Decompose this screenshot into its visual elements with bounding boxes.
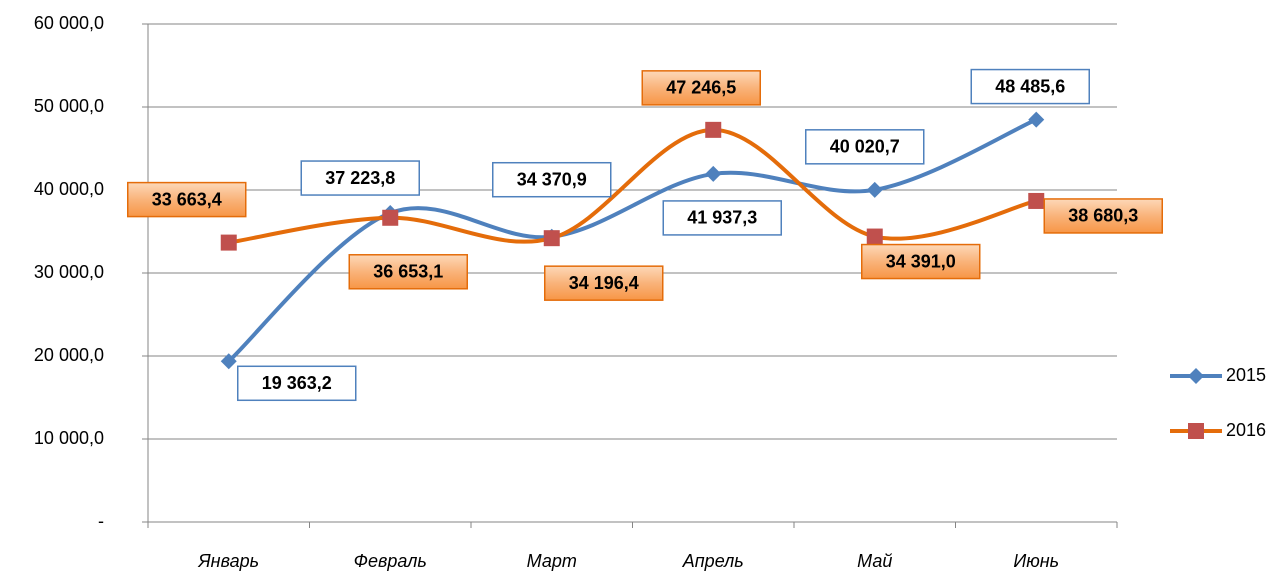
- marker: [1188, 423, 1204, 439]
- data-label: 48 485,6: [995, 76, 1065, 96]
- data-label-box: [662, 200, 782, 236]
- marker: [220, 353, 237, 370]
- data-label: 40 020,7: [830, 137, 900, 157]
- y-tick-label: -: [98, 511, 104, 531]
- y-tick-label: 30 000,0: [34, 262, 104, 282]
- data-label-box: [861, 243, 981, 280]
- data-label: 34 196,4: [569, 273, 639, 293]
- data-label: 19 363,2: [262, 373, 332, 393]
- marker: [866, 181, 883, 198]
- x-tick-label: Февраль: [354, 551, 427, 571]
- y-tick-label: 50 000,0: [34, 96, 104, 116]
- y-tick-label: 10 000,0: [34, 428, 104, 448]
- x-tick-label: Январь: [197, 551, 259, 571]
- data-label: 38 680,3: [1068, 206, 1138, 226]
- data-label-box: [237, 365, 357, 402]
- x-tick-label: Июнь: [1013, 551, 1059, 571]
- marker: [1028, 111, 1045, 128]
- x-tick-label: Май: [857, 551, 892, 571]
- data-label-box: [970, 68, 1090, 105]
- series-line: [227, 117, 1038, 363]
- legend-label: 2016: [1226, 420, 1266, 440]
- data-label: 34 370,9: [517, 169, 587, 189]
- marker: [543, 230, 560, 247]
- marker: [1028, 192, 1045, 209]
- data-label-box: [492, 161, 612, 198]
- x-tick-label: Март: [527, 551, 577, 571]
- data-label-box: [805, 129, 925, 165]
- data-label: 34 391,0: [886, 251, 956, 271]
- marker: [705, 121, 722, 138]
- data-label-box: [127, 181, 247, 218]
- marker: [382, 209, 399, 226]
- marker: [220, 234, 237, 251]
- data-label: 41 937,3: [687, 208, 757, 228]
- y-tick-label: 20 000,0: [34, 345, 104, 365]
- marker: [866, 228, 883, 245]
- marker: [705, 165, 722, 182]
- y-tick-label: 40 000,0: [34, 179, 104, 199]
- y-tick-label: 60 000,0: [34, 13, 104, 33]
- data-label-box: [300, 160, 420, 196]
- data-label-box: [544, 265, 664, 301]
- data-label-box: [348, 254, 468, 290]
- x-tick-label: Апрель: [682, 551, 744, 571]
- data-label-box: [641, 70, 761, 106]
- data-label: 47 246,5: [666, 78, 736, 98]
- data-label: 37 223,8: [325, 168, 395, 188]
- data-label: 33 663,4: [152, 189, 222, 209]
- data-label-box: [1043, 198, 1163, 234]
- data-label: 36 653,1: [373, 262, 443, 282]
- legend-label: 2015: [1226, 365, 1266, 385]
- marker: [1188, 368, 1204, 384]
